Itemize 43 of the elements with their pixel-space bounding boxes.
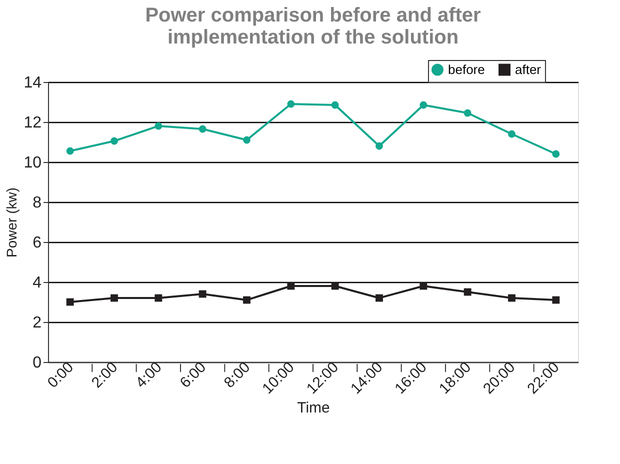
y-tick-label: 14 <box>24 74 42 92</box>
y-tick-label: 8 <box>32 194 42 212</box>
point <box>464 288 472 296</box>
point <box>287 282 295 290</box>
point <box>508 294 516 302</box>
legend-label: before <box>448 62 485 77</box>
point <box>66 147 74 155</box>
point <box>464 109 472 117</box>
x-tick-label: 4:00 <box>132 358 166 392</box>
point <box>552 150 560 158</box>
y-tick-label: 12 <box>24 114 42 132</box>
x-axis-title: Time <box>297 400 330 417</box>
point <box>243 136 250 144</box>
y-tick-label: 10 <box>24 154 42 172</box>
y-tick-label: 4 <box>32 274 42 292</box>
x-tick-label: 0:00 <box>44 358 77 392</box>
point <box>154 294 162 302</box>
text: implementation of the solution <box>167 26 459 48</box>
point <box>552 296 560 304</box>
point <box>287 100 295 108</box>
point <box>198 125 206 133</box>
y-tick-label: 6 <box>32 234 42 252</box>
point <box>376 294 383 302</box>
y-tick-label: 2 <box>32 314 42 332</box>
x-tick-label: 6:00 <box>176 358 210 392</box>
point <box>66 298 74 306</box>
text: Power comparison before and after <box>145 4 481 26</box>
point <box>154 122 162 130</box>
x-tick-label: 8:00 <box>220 358 254 392</box>
x-tick-label: 2:00 <box>88 358 122 392</box>
point <box>198 290 206 298</box>
legend-label: after <box>515 62 542 77</box>
point <box>331 282 339 290</box>
point <box>110 137 118 145</box>
y-tick-label: 0 <box>32 354 42 372</box>
y-axis-title: Power (kw) <box>4 187 20 258</box>
point <box>243 296 250 304</box>
point <box>110 294 118 302</box>
point <box>420 282 428 290</box>
point <box>508 130 516 138</box>
point <box>420 101 428 109</box>
point <box>331 101 339 109</box>
point <box>376 142 383 150</box>
